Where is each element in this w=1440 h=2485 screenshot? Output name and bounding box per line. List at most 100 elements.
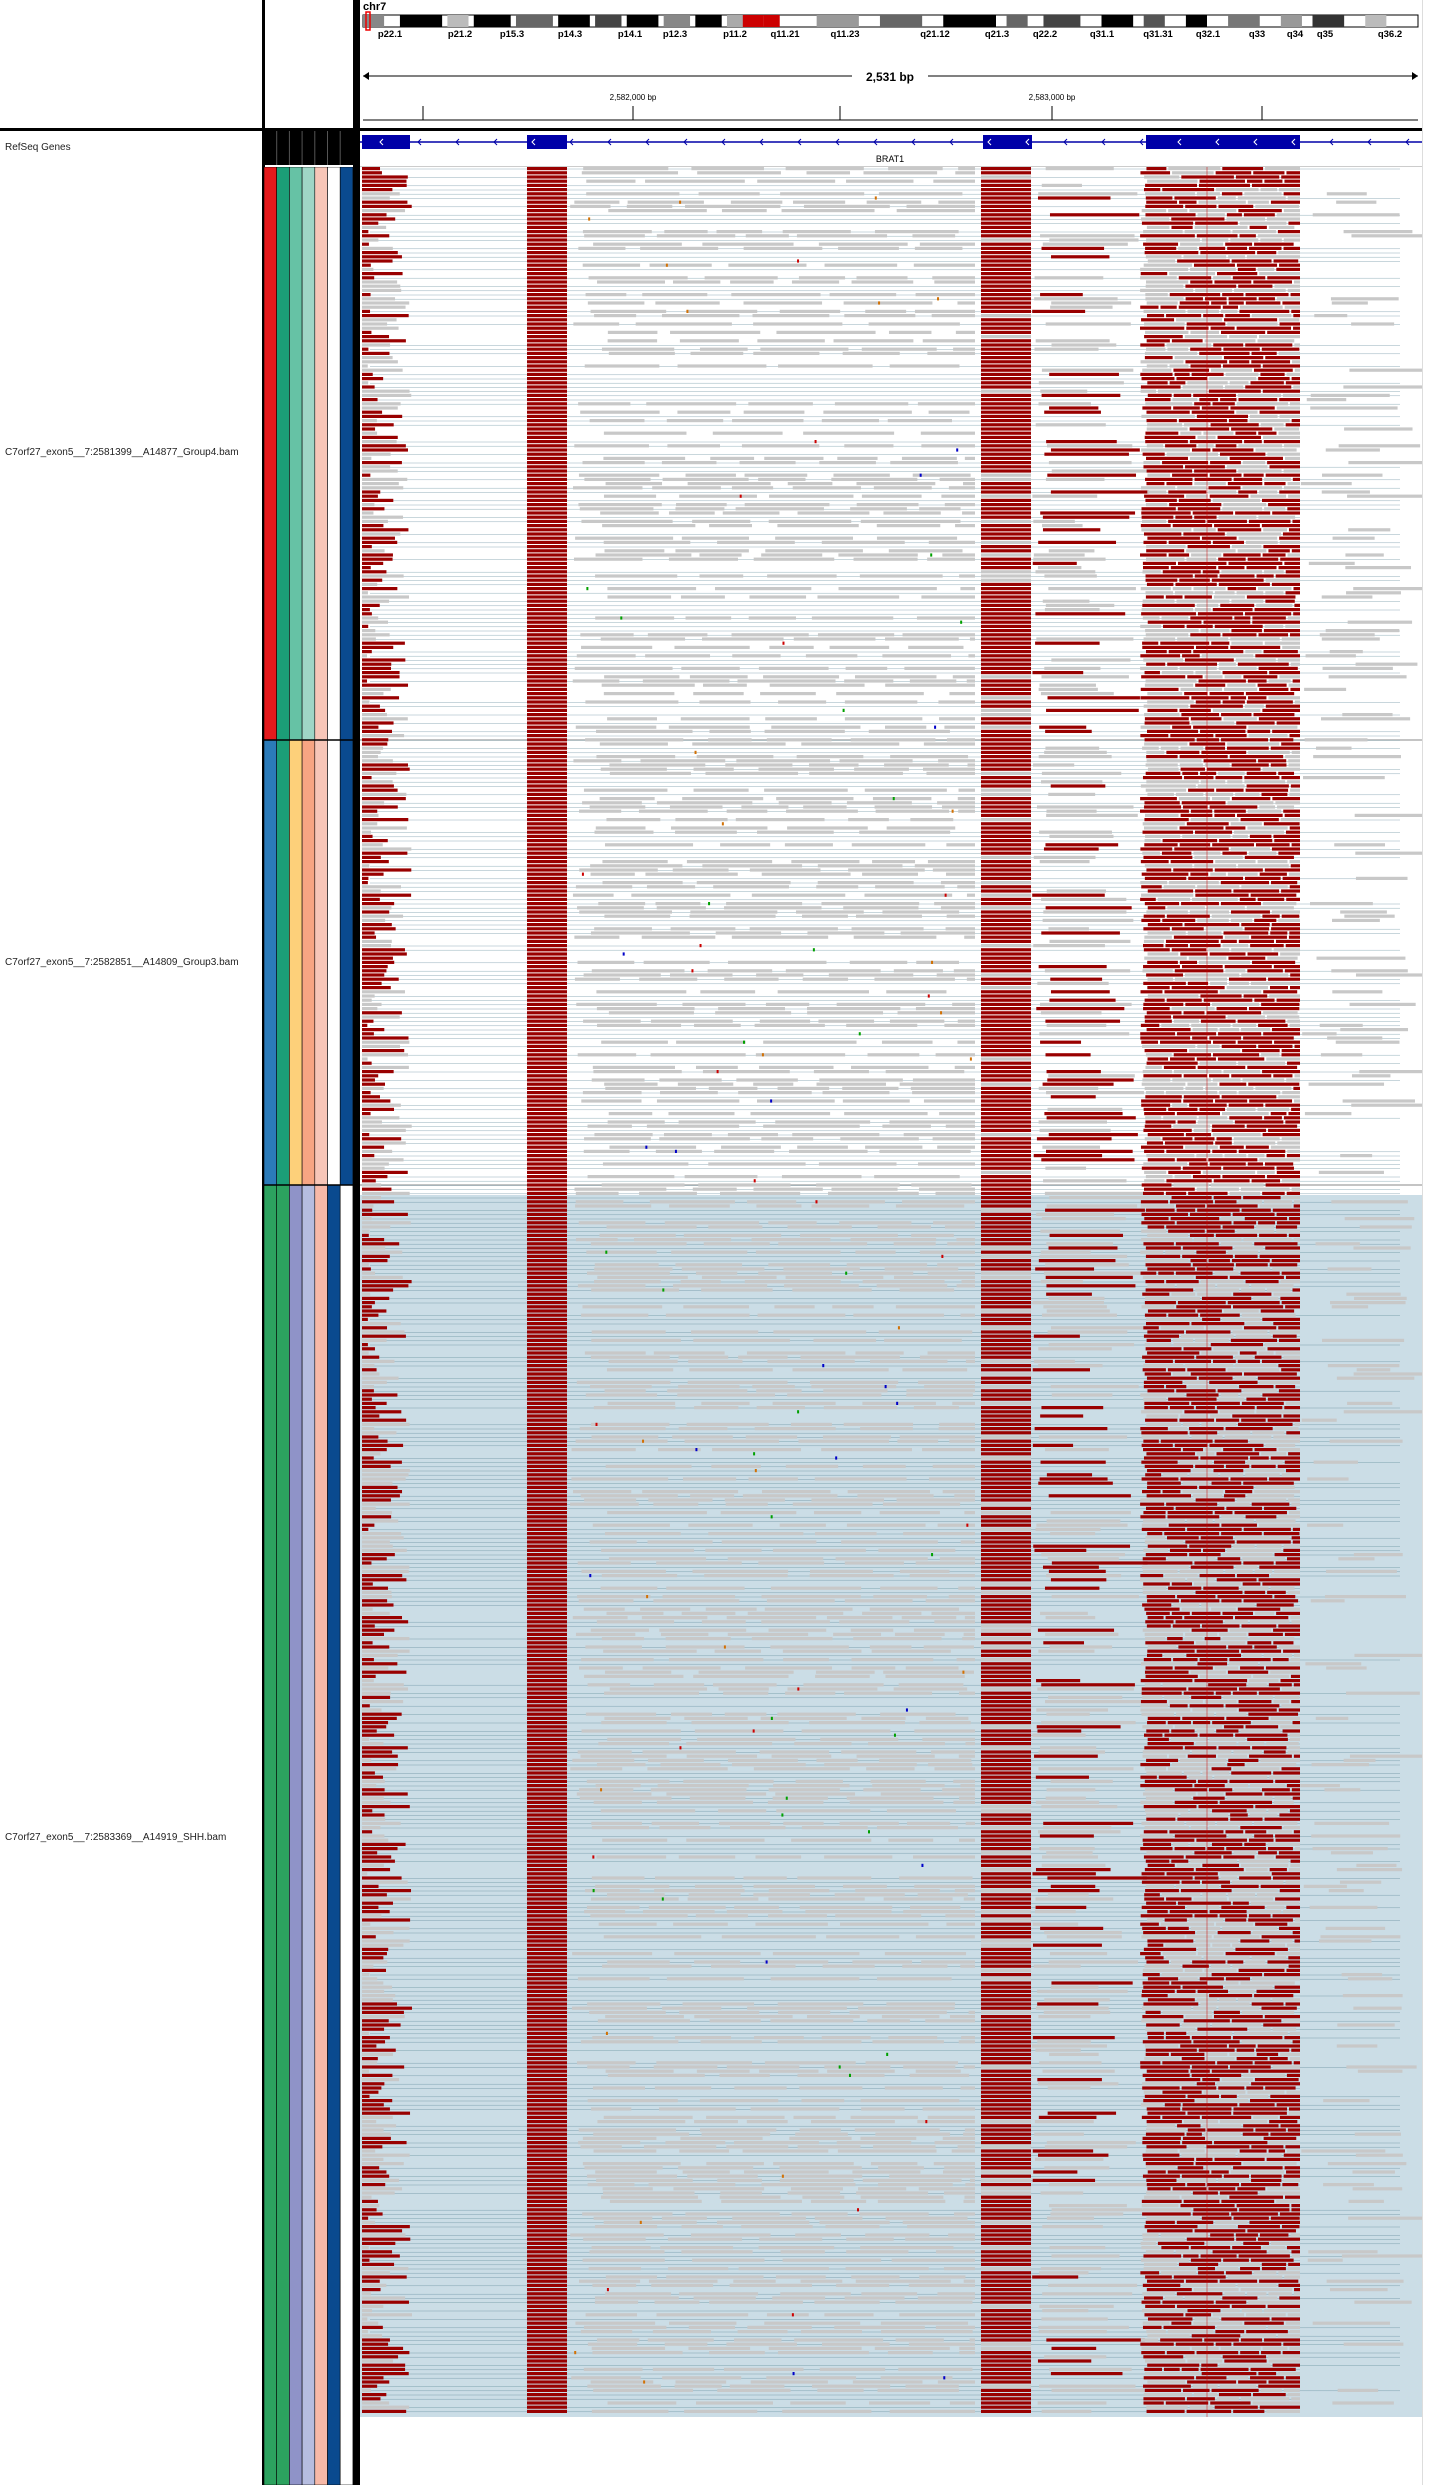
chromosome-ideogram[interactable]: p22.1 p21.2 p15.3 p14.3 p14.1 p12.3 p11.2 q11.2…: [360, 0, 1420, 128]
read: [1140, 272, 1168, 276]
read: [362, 1246, 386, 1250]
read-clipped: [527, 192, 567, 196]
read-clipped: [981, 1028, 1031, 1032]
read: [958, 809, 975, 813]
chromosome-name[interactable]: chr7: [363, 1, 387, 13]
read: [893, 969, 943, 973]
divider-name-attr[interactable]: [262, 0, 265, 2485]
read: [362, 591, 368, 595]
read: [755, 1053, 846, 1057]
read: [859, 574, 943, 578]
read: [590, 1628, 649, 1632]
read: [1342, 713, 1393, 717]
read: [1247, 1460, 1283, 1464]
read-clipped: [527, 167, 567, 171]
gene-exon-3[interactable]: [1146, 135, 1300, 149]
read-clipped: [527, 952, 567, 956]
read: [1145, 813, 1179, 817]
read: [1288, 872, 1300, 876]
read: [1289, 402, 1300, 406]
alignment-area[interactable]: [360, 167, 1422, 2485]
gene-exon-0[interactable]: [362, 135, 410, 149]
gene-exon-2[interactable]: [983, 135, 1032, 149]
read-clipped: [981, 1653, 1031, 1657]
read: [362, 1116, 400, 1120]
divider-attr-data[interactable]: [353, 0, 360, 2485]
attribute-header[interactable]: [264, 131, 353, 165]
read-clipped: [981, 1368, 1031, 1372]
read-clipped: [981, 1191, 1031, 1195]
mismatch: [642, 1439, 645, 1443]
read-clipped: [527, 1217, 567, 1221]
read: [1147, 1599, 1179, 1603]
read: [1147, 952, 1179, 956]
read: [1248, 696, 1267, 700]
read: [1211, 368, 1252, 372]
gene-track[interactable]: BRAT1: [360, 131, 1422, 167]
read: [1208, 1683, 1247, 1687]
read: [811, 1498, 885, 1502]
read: [955, 171, 975, 175]
read: [905, 1666, 959, 1670]
read: [1039, 830, 1112, 834]
mismatch: [951, 809, 954, 813]
read: [691, 167, 764, 171]
read: [1288, 494, 1300, 498]
read: [1146, 1771, 1182, 1775]
read-clipped: [981, 1179, 1031, 1183]
read: [1047, 696, 1140, 700]
read: [646, 1124, 740, 1128]
read: [1140, 654, 1181, 658]
read: [1286, 1154, 1300, 1158]
read-clipped: [527, 1498, 567, 1502]
read: [1166, 1179, 1212, 1183]
read: [1184, 776, 1214, 780]
read: [1191, 410, 1235, 414]
read: [1221, 192, 1243, 196]
read-clipped: [981, 1847, 1031, 1851]
read: [1141, 318, 1175, 322]
read: [784, 843, 833, 847]
read: [1210, 423, 1259, 427]
read-clipped: [981, 923, 1031, 927]
read: [1180, 1477, 1229, 1481]
read: [1283, 1414, 1300, 1418]
read: [1291, 843, 1300, 847]
read: [1244, 776, 1280, 780]
read: [913, 1406, 959, 1410]
read-clipped: [981, 1712, 1031, 1716]
read: [1146, 469, 1193, 473]
read: [362, 830, 371, 834]
read: [816, 1183, 900, 1187]
read: [1348, 528, 1391, 532]
read: [776, 797, 854, 801]
read: [1227, 780, 1243, 784]
read: [1205, 1326, 1243, 1330]
gene-exon-1[interactable]: [527, 135, 567, 149]
read: [1165, 444, 1197, 448]
gene-name[interactable]: BRAT1: [876, 154, 904, 164]
read: [933, 179, 975, 183]
read: [640, 759, 726, 763]
read-clipped: [981, 1103, 1031, 1107]
read: [839, 759, 913, 763]
read: [1195, 830, 1233, 834]
mismatch: [721, 822, 724, 826]
read: [1241, 1401, 1284, 1405]
read-clipped: [527, 330, 567, 334]
read: [587, 1271, 670, 1275]
read: [1213, 595, 1245, 599]
read: [875, 809, 950, 813]
gene-track-label[interactable]: RefSeq Genes: [5, 142, 71, 153]
read: [362, 889, 381, 893]
read: [362, 1620, 409, 1624]
read: [1051, 301, 1132, 305]
read: [1286, 1469, 1300, 1473]
read: [581, 1729, 681, 1733]
cytoband-20: [1185, 15, 1207, 27]
read: [755, 1855, 802, 1859]
read: [1181, 902, 1219, 906]
read: [1248, 734, 1288, 738]
read-clipped: [981, 356, 1031, 360]
read: [1213, 276, 1231, 280]
